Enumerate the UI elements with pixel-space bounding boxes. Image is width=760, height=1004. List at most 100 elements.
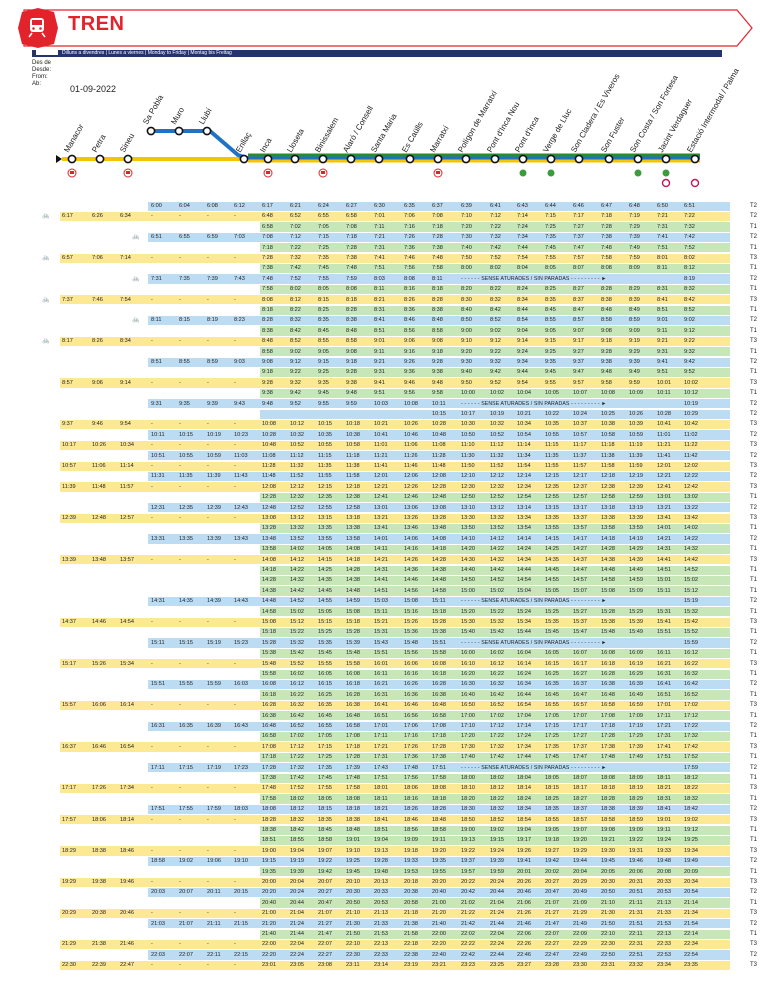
time-cell: 19:48: [374, 868, 388, 875]
time-cell: 16:07: [573, 650, 587, 657]
time-cell: 17:20: [461, 733, 475, 740]
line-code: T3: [749, 743, 757, 750]
time-cell: 14:25: [545, 546, 559, 553]
time-cell: 10:55: [545, 431, 559, 438]
time-cell: 18:24: [517, 795, 531, 802]
time-cell: 18:16: [404, 795, 418, 802]
time-cell: 17:18: [432, 733, 446, 740]
time-cell: 15:30: [461, 619, 475, 625]
table-row: 9:31 9:35 9:39 9:43 9:48 9:52 9:55 9:59 10:03 10:…: [40, 399, 760, 409]
time-cell: 7:22: [290, 244, 301, 251]
time-cell: 19:33: [657, 847, 671, 854]
time-cell: 15:55: [179, 681, 193, 688]
time-cell: 19:09: [629, 827, 643, 833]
time-cell: 11:12: [490, 442, 504, 449]
table-row: 10:57 11:06 11:14- - - -11:28 11:32 11:35 11:38 1…: [40, 461, 760, 471]
line-code: T1: [749, 390, 757, 397]
time-cell: 21:58: [404, 931, 418, 937]
time-cell: 14:44: [517, 567, 531, 573]
time-cell: 22:33: [657, 941, 671, 948]
time-cell: 15:48: [262, 660, 276, 667]
time-cell: 19:13: [374, 847, 388, 854]
line-diagram: Manacor Petra Sineu Sa Pobla Muro Llubí Enllaç…: [0, 67, 760, 205]
line-code: T1: [749, 733, 757, 740]
time-cell: 18:58: [432, 827, 446, 833]
time-cell: 21:24: [290, 920, 304, 927]
time-cell: 10:48: [262, 442, 276, 449]
time-cell: 15:08: [262, 619, 276, 625]
time-cell: 18:08: [432, 785, 446, 792]
time-cell: 17:48: [346, 775, 360, 781]
time-cell: 10:05: [545, 390, 559, 397]
line-code: T3: [749, 941, 757, 948]
row-background: [260, 690, 730, 700]
time-cell: 9:48: [601, 369, 612, 376]
time-cell: 17:43: [374, 764, 388, 771]
time-cell: 19:02: [684, 816, 698, 823]
time-cell: 8:31: [657, 286, 668, 293]
time-cell: 19:17: [517, 837, 531, 844]
time-cell: 13:58: [262, 546, 276, 553]
time-cell: -: [151, 515, 153, 521]
time-cell: 8:37: [573, 296, 584, 303]
time-cell: 14:36: [404, 567, 418, 573]
time-cell: 9:25: [318, 369, 329, 376]
time-cell: 15:32: [490, 619, 504, 625]
time-cell: 17:51: [374, 775, 388, 781]
time-cell: 8:11: [151, 317, 162, 324]
time-cell: -: [234, 556, 236, 563]
time-cell: 7:32: [290, 255, 301, 261]
time-cell: 8:58: [601, 317, 612, 324]
time-cell: 12:48: [92, 515, 106, 521]
time-cell: 8:31: [374, 307, 385, 313]
time-cell: 14:42: [684, 556, 698, 563]
time-cell: 7:35: [545, 234, 556, 241]
time-cell: 15:42: [290, 650, 304, 657]
time-cell: 18:34: [517, 806, 531, 813]
line-t2: [150, 129, 251, 161]
time-cell: -: [179, 463, 181, 469]
time-cell: 16:25: [545, 671, 559, 677]
time-cell: 11:52: [290, 473, 304, 480]
time-cell: 7:48: [601, 244, 612, 251]
time-cell: 8:36: [404, 307, 415, 313]
time-cell: 18:10: [461, 785, 475, 792]
time-cell: 16:18: [432, 671, 446, 677]
time-cell: 10:37: [573, 421, 587, 428]
time-cell: 8:42: [490, 307, 501, 313]
line-code: T2: [749, 203, 757, 209]
time-cell: 8:57: [62, 379, 73, 386]
time-cell: 7:45: [318, 265, 329, 272]
time-cell: 17:30: [461, 743, 475, 750]
time-cell: 14:45: [545, 567, 559, 573]
time-cell: 8:21: [374, 296, 385, 303]
time-cell: 19:26: [517, 847, 531, 854]
time-cell: 8:22: [290, 307, 301, 313]
time-cell: 21:51: [629, 920, 643, 927]
time-cell: 14:18: [601, 535, 615, 542]
time-cell: 21:40: [432, 920, 446, 927]
time-cell: 11:42: [684, 452, 698, 459]
time-cell: -: [151, 910, 153, 917]
table-row: 8:38 8:42 8:45 8:48 8:51 8:56 8:58 9:00 9:02 9:04…: [40, 326, 760, 336]
time-cell: 10:15: [432, 411, 446, 417]
time-cell: 16:08: [262, 681, 276, 688]
time-cell: 8:42: [684, 296, 695, 303]
time-cell: 13:02: [684, 494, 698, 501]
time-cell: -: [179, 785, 181, 792]
bike-icon: 🚲: [132, 317, 140, 324]
table-row: 18:58 19:02 19:06 19:10 19:15 19:19 19:22 19:25…: [40, 856, 760, 867]
time-cell: 18:45: [318, 827, 332, 833]
time-cell: 17:14: [517, 723, 531, 729]
time-cell: 13:21: [657, 504, 671, 511]
time-cell: 16:12: [684, 650, 698, 657]
time-cell: 16:43: [234, 723, 248, 729]
time-cell: 7:17: [573, 213, 584, 220]
time-cell: 18:06: [92, 816, 106, 823]
table-row: 13:28 13:32 13:35 13:38 13:41 13:46 13:48 13:50…: [40, 523, 760, 534]
time-cell: 23:25: [490, 962, 504, 969]
time-cell: 21:50: [601, 920, 615, 927]
time-cell: 18:41: [657, 806, 671, 813]
time-cell: 12:08: [262, 483, 276, 490]
time-cell: 16:55: [545, 702, 559, 709]
